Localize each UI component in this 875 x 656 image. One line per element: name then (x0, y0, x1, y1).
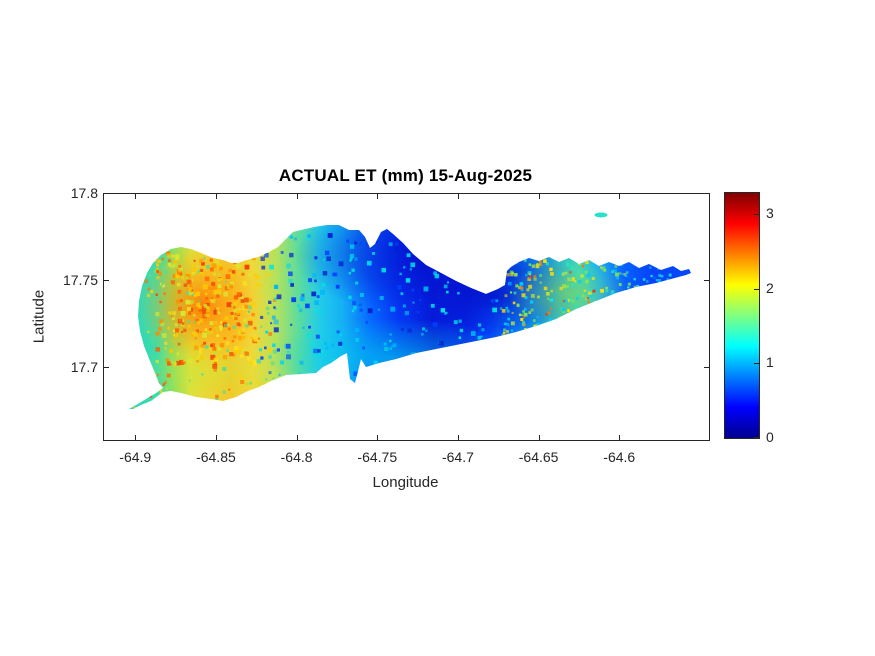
y-tick-left (104, 367, 109, 369)
colorbar-tick-label: 1 (766, 354, 774, 371)
x-tick-bottom (296, 435, 298, 440)
x-tick-bottom (538, 435, 540, 440)
x-tick-label: -64.85 (196, 449, 236, 465)
x-tick-top (377, 194, 379, 199)
colorbar-tick-label: 3 (766, 204, 774, 221)
islet-buck-island (594, 212, 608, 218)
colorbar-tick-label: 2 (766, 279, 774, 296)
x-tick-bottom (619, 435, 621, 440)
y-tick-right (704, 367, 709, 369)
y-tick-right (704, 193, 709, 194)
x-tick-bottom (377, 435, 379, 440)
x-tick-label: -64.6 (603, 449, 636, 465)
colorbar-tick (754, 213, 759, 215)
y-tick-right (704, 280, 709, 282)
plot-area (103, 193, 710, 441)
y-tick-label: 17.75 (62, 272, 98, 289)
x-tick-bottom (457, 435, 459, 440)
x-tick-top (457, 194, 459, 199)
x-tick-bottom (215, 435, 217, 440)
colorbar-tick (754, 288, 759, 290)
y-axis-label: Latitude (30, 289, 48, 344)
heatmap-overlays (129, 225, 691, 409)
x-tick-label: -64.7 (441, 449, 474, 465)
x-tick-label: -64.9 (119, 449, 152, 465)
y-tick-label: 17.8 (70, 185, 98, 201)
plot-title: ACTUAL ET (mm) 15-Aug-2025 (278, 166, 533, 185)
x-tick-top (215, 194, 217, 199)
island-et-heatmap (129, 212, 691, 409)
x-tick-top (296, 194, 298, 199)
x-tick-top (135, 194, 137, 199)
colorbar-tick-label: 0 (766, 429, 774, 445)
colorbar-tick (754, 437, 759, 438)
y-tick-left (104, 193, 109, 194)
x-tick-top (619, 194, 621, 199)
x-tick-top (538, 194, 540, 199)
x-tick-label: -64.8 (280, 449, 313, 465)
colorbar (724, 192, 760, 439)
x-tick-label: -64.75 (357, 449, 398, 465)
y-tick-left (104, 280, 109, 282)
x-tick-label: -64.65 (518, 449, 559, 465)
colorbar-tick (754, 363, 759, 365)
x-tick-bottom (135, 435, 137, 440)
x-axis-label: Longitude (372, 474, 439, 491)
y-tick-label: 17.7 (70, 359, 98, 376)
